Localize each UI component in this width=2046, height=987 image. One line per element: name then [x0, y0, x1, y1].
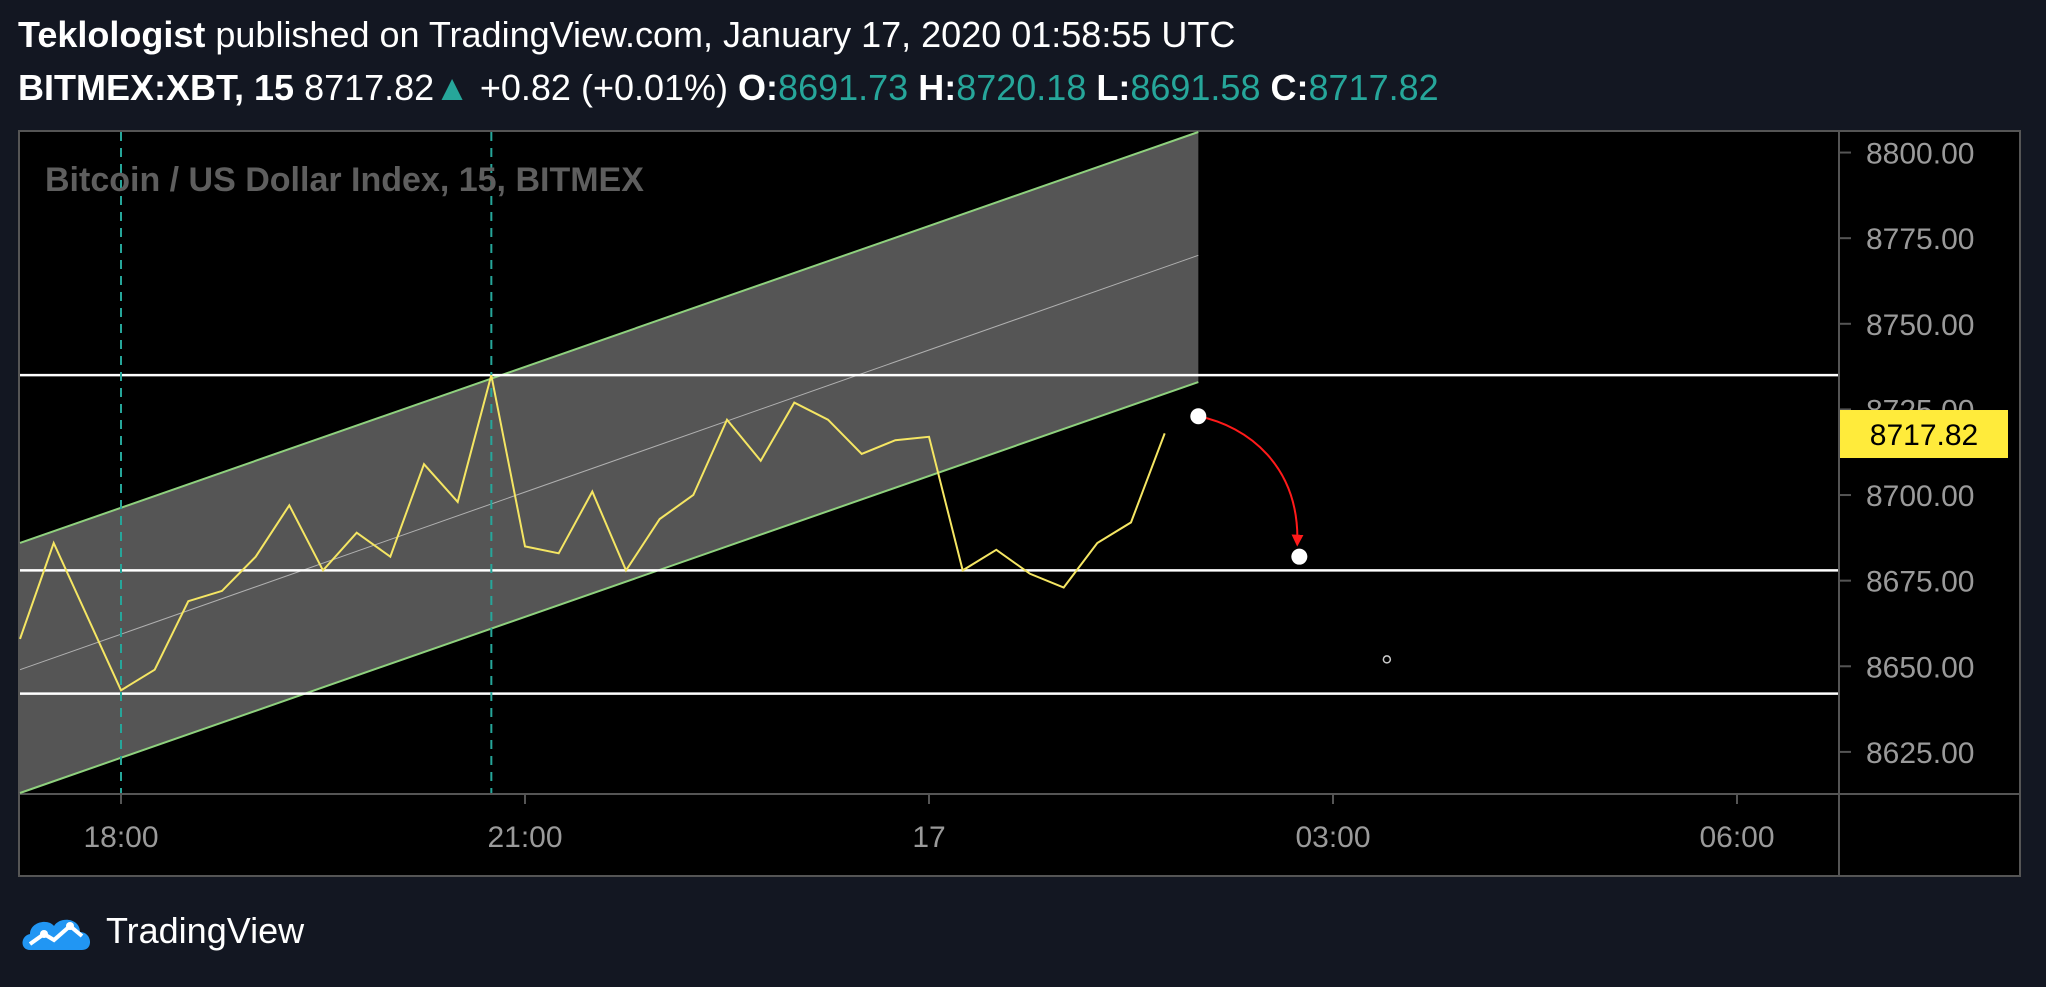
x-tick-label: 18:00: [83, 821, 158, 854]
price-chart[interactable]: 8800.008775.008750.008725.008700.008675.…: [18, 130, 2021, 877]
x-tick-label: 03:00: [1295, 821, 1370, 854]
channel-lower-line: [19, 381, 1199, 794]
last-price: 8717.82: [304, 67, 435, 108]
projection-end-point: [1291, 548, 1308, 565]
last-price-tag-label: 8717.82: [1870, 419, 1978, 452]
open-value: 8691.73: [778, 67, 909, 108]
projection-start-point: [1190, 408, 1207, 425]
close-label: C:: [1270, 67, 1309, 108]
projection-arrow: [1198, 415, 1304, 547]
channel-upper-line: [19, 131, 1199, 544]
open-label: O:: [738, 67, 779, 108]
y-tick-label: 8700.00: [1866, 480, 1974, 513]
x-tick-label: 17: [912, 821, 945, 854]
footer-brand[interactable]: TradingView: [106, 910, 305, 951]
high-value: 8720.18: [956, 67, 1087, 108]
publish-text: published on TradingView.com, January 17…: [215, 14, 1236, 55]
publish-info: Teklologist published on TradingView.com…: [18, 12, 1235, 58]
symbol-name: BITMEX:XBT, 15: [18, 67, 295, 108]
high-label: H:: [918, 67, 957, 108]
chart-title: Bitcoin / US Dollar Index, 15, BITMEX: [45, 161, 644, 199]
y-tick-label: 8775.00: [1866, 223, 1974, 256]
y-tick-label: 8625.00: [1866, 737, 1974, 770]
footer: TradingView: [18, 906, 304, 956]
y-tick-label: 8750.00: [1866, 309, 1974, 342]
x-tick-label: 06:00: [1699, 821, 1774, 854]
last-price-tag: [1840, 410, 2008, 459]
y-tick-label: 8675.00: [1866, 566, 1974, 599]
tradingview-logo-icon[interactable]: [18, 906, 98, 956]
small-marker: [1382, 655, 1392, 664]
y-tick-label: 8800.00: [1866, 138, 1974, 171]
low-value: 8691.58: [1130, 67, 1261, 108]
symbol-line: BITMEX:XBT, 15 8717.82▲ +0.82 (+0.01%) O…: [18, 65, 1439, 111]
price-series-line: [19, 374, 1166, 692]
close-value: 8717.82: [1308, 67, 1439, 108]
author-name[interactable]: Teklologist: [18, 14, 206, 55]
price-change: +0.82 (+0.01%): [479, 67, 729, 108]
chart-container[interactable]: 8800.008775.008750.008725.008700.008675.…: [18, 130, 2021, 877]
channel-mid-line: [19, 254, 1199, 671]
y-tick-label: 8650.00: [1866, 651, 1974, 684]
x-tick-label: 21:00: [487, 821, 562, 854]
low-label: L:: [1096, 67, 1131, 108]
up-arrow-icon: ▲: [434, 67, 470, 108]
